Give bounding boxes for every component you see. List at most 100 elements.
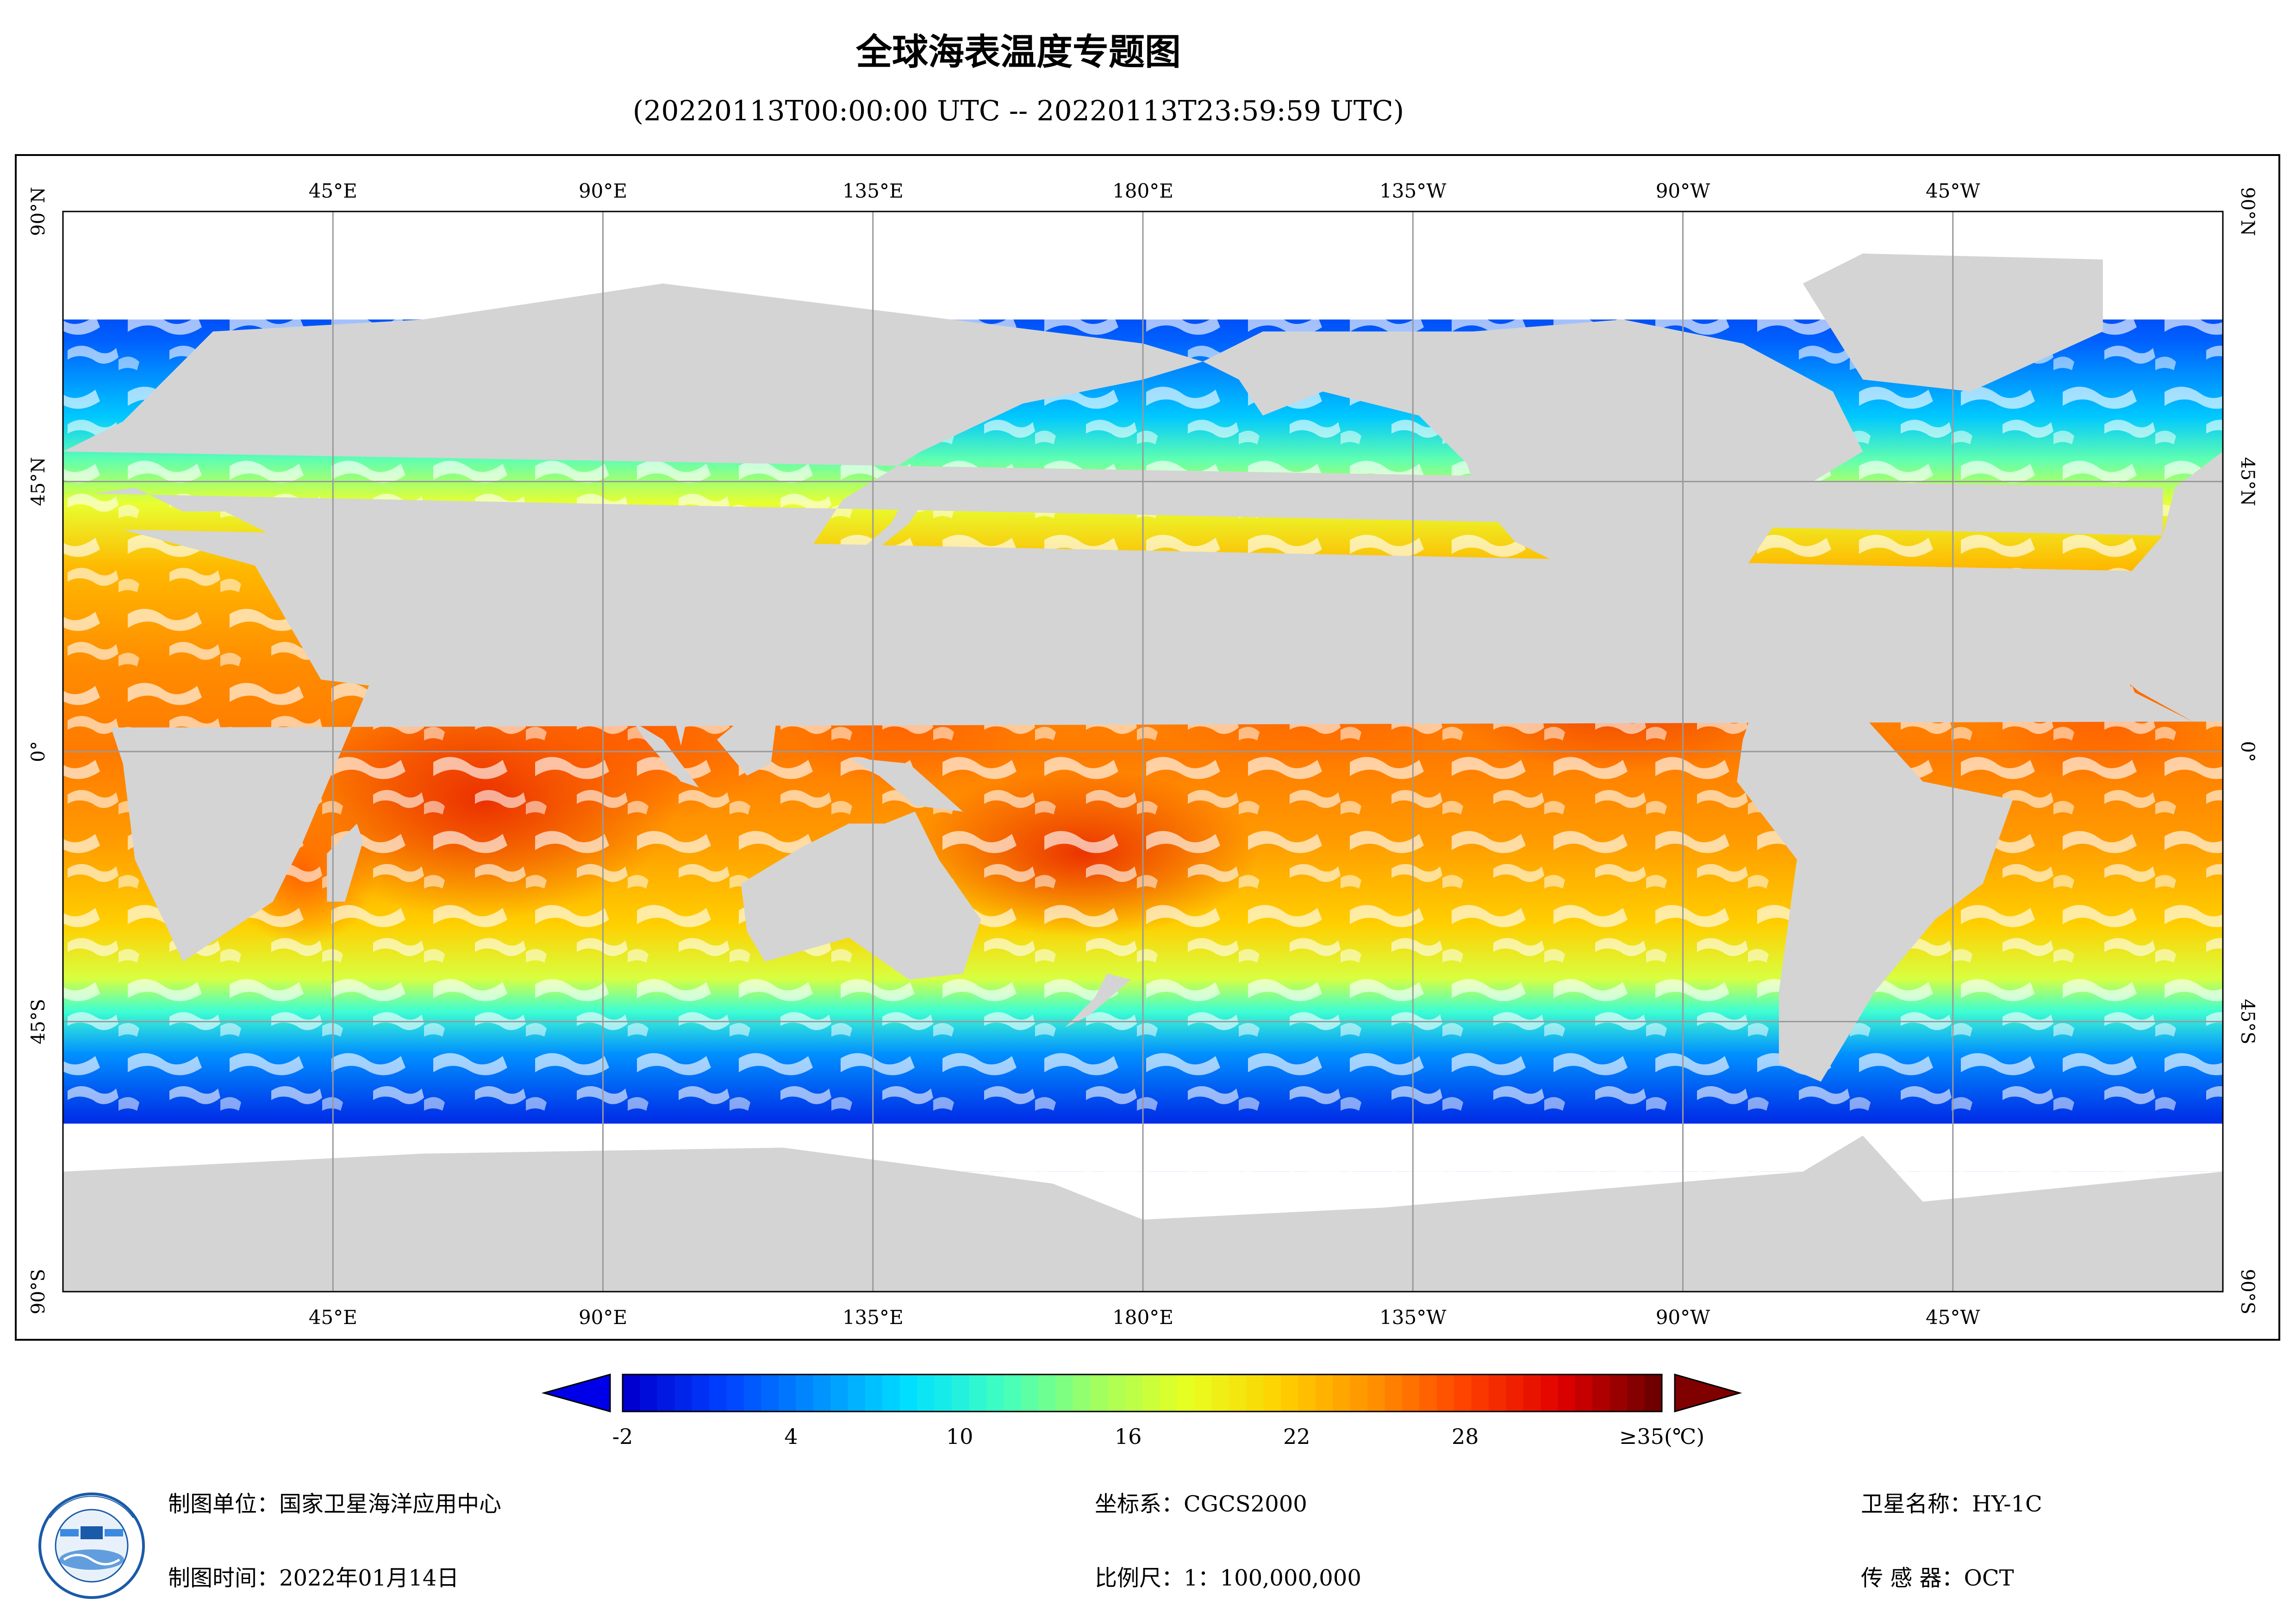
colorbar-cell xyxy=(1333,1374,1351,1412)
scale-label: 比例尺：1：100,000,000 xyxy=(1095,1565,1361,1591)
colorbar-cell xyxy=(1488,1374,1507,1412)
colorbar-cell xyxy=(1575,1374,1593,1412)
longitude-label: 45°E xyxy=(309,1306,357,1329)
australia-landmass xyxy=(741,811,981,980)
north-america-landmass xyxy=(1203,319,1863,704)
colorbar-cell xyxy=(1055,1374,1073,1412)
longitude-label: 90°W xyxy=(1656,180,1710,202)
colorbar-cell xyxy=(692,1374,710,1412)
colorbar-cell xyxy=(934,1374,952,1412)
colorbar-cell xyxy=(1021,1374,1039,1412)
longitude-label: 45°E xyxy=(309,180,357,202)
colorbar-cell xyxy=(761,1374,779,1412)
colorbar-cell xyxy=(1558,1374,1576,1412)
longitude-label: 135°E xyxy=(842,180,904,202)
colorbar-cell xyxy=(1298,1374,1316,1412)
colorbar-cell xyxy=(726,1374,744,1412)
colorbar-cell xyxy=(623,1374,641,1412)
colorbar-cell xyxy=(778,1374,797,1412)
latitude-label: 0° xyxy=(28,741,49,762)
colorbar-cell xyxy=(1350,1374,1368,1412)
colorbar-cell xyxy=(1315,1374,1334,1412)
colorbar-cell xyxy=(796,1374,814,1412)
colorbar-cells xyxy=(622,1374,1663,1412)
colorbar-cell xyxy=(1073,1374,1091,1412)
sst-map: 45°E 45°E 90°E 90°E 135°E 135°E 180°E 180°E 135°… xyxy=(28,180,2258,1329)
colorbar-cell xyxy=(1385,1374,1403,1412)
latitude-label: 45°N xyxy=(2237,457,2258,506)
india-landmass xyxy=(483,619,591,704)
time-range-subtitle: (20220113T00:00:00 UTC -- 20220113T23:59… xyxy=(632,95,1404,127)
longitude-label: 135°W xyxy=(1379,1306,1447,1329)
colorbar-cell xyxy=(657,1374,675,1412)
colorbar-cell xyxy=(743,1374,762,1412)
map-frame: 45°E 45°E 90°E 90°E 135°E 135°E 180°E 180°E 135°… xyxy=(15,154,2280,1341)
colorbar-cell xyxy=(1644,1374,1662,1412)
plot-border xyxy=(62,211,2224,1293)
latitude-label: 90°S xyxy=(2237,1269,2258,1314)
colorbar-cell xyxy=(640,1374,658,1412)
colorbar-cell xyxy=(1177,1374,1195,1412)
colorbar-tick-label: -2 xyxy=(612,1424,633,1449)
colorbar-cell xyxy=(1004,1374,1022,1412)
colorbar-max-arrow xyxy=(1674,1374,1742,1412)
colorbar-cell xyxy=(1211,1374,1229,1412)
colorbar-cell xyxy=(1592,1374,1610,1412)
arabia-landmass xyxy=(273,572,405,674)
colorbar-cell xyxy=(1541,1374,1559,1412)
latitude-label: 45°S xyxy=(2237,999,2258,1044)
colorbar: -2 4 10 16 22 28 ≥35(℃) xyxy=(541,1374,1742,1449)
production-date-label: 制图时间：2022年01月14日 xyxy=(168,1565,459,1591)
indochina-landmass xyxy=(651,625,717,746)
longitude-label: 180°E xyxy=(1112,1306,1173,1329)
nsoas-logo xyxy=(38,1492,145,1599)
longitude-label: 45°W xyxy=(1926,1306,1980,1329)
west-africa-europe-landmass xyxy=(2103,451,2223,722)
new-zealand-landmass xyxy=(1065,973,1131,1028)
colorbar-cell xyxy=(1627,1374,1645,1412)
colorbar-cell xyxy=(709,1374,727,1412)
colorbar-cell xyxy=(1125,1374,1143,1412)
colorbar-cell xyxy=(1090,1374,1108,1412)
latitude-label: 45°N xyxy=(28,457,49,506)
colorbar-cell xyxy=(674,1374,693,1412)
latitude-label: 0° xyxy=(2237,741,2258,762)
europe-asia-landmass xyxy=(63,283,2163,704)
colorbar-cell xyxy=(1194,1374,1212,1412)
longitude-label: 135°W xyxy=(1379,180,1447,202)
colorbar-cell xyxy=(1038,1374,1056,1412)
longitude-label: 90°W xyxy=(1656,1306,1710,1329)
colorbar-cell xyxy=(865,1374,883,1412)
japan-landmass xyxy=(842,481,933,566)
colorbar-cell xyxy=(1454,1374,1472,1412)
map-content: 45°E 45°E 90°E 90°E 135°E 135°E 180°E 180°E 135°… xyxy=(28,180,2258,1329)
south-america-landmass xyxy=(1737,685,2013,1082)
producer-label: 制图单位：国家卫星海洋应用中心 xyxy=(168,1491,502,1517)
colorbar-cell xyxy=(830,1374,849,1412)
colorbar-cell xyxy=(1402,1374,1420,1412)
colorbar-cell xyxy=(1280,1374,1299,1412)
colorbar-outline xyxy=(622,1374,1663,1412)
colorbar-cell xyxy=(1419,1374,1437,1412)
colorbar-cell xyxy=(899,1374,918,1412)
colorbar-cell xyxy=(1229,1374,1247,1412)
colorbar-tick-label: 16 xyxy=(1115,1424,1142,1449)
new-guinea-landmass xyxy=(849,758,963,812)
colorbar-cell xyxy=(1263,1374,1281,1412)
sensor-label: 传 感 器：OCT xyxy=(1861,1565,2014,1591)
sumatra-landmass xyxy=(633,721,699,788)
colorbar-tick-label: 28 xyxy=(1452,1424,1479,1449)
colorbar-cell xyxy=(882,1374,900,1412)
map-title: 全球海表温度专题图 xyxy=(855,31,1181,73)
longitude-label: 135°E xyxy=(842,1306,904,1329)
colorbar-cell xyxy=(1610,1374,1628,1412)
colorbar-cell xyxy=(1523,1374,1541,1412)
colorbar-tick-label: 10 xyxy=(946,1424,973,1449)
latitude-label: 90°N xyxy=(2237,187,2258,236)
colorbar-cell xyxy=(951,1374,970,1412)
colorbar-cell xyxy=(1436,1374,1454,1412)
latitude-label: 90°N xyxy=(28,187,49,236)
colorbar-tick-label: 4 xyxy=(784,1424,798,1449)
colorbar-cell xyxy=(1107,1374,1126,1412)
satellite-label: 卫星名称：HY-1C xyxy=(1861,1491,2042,1517)
